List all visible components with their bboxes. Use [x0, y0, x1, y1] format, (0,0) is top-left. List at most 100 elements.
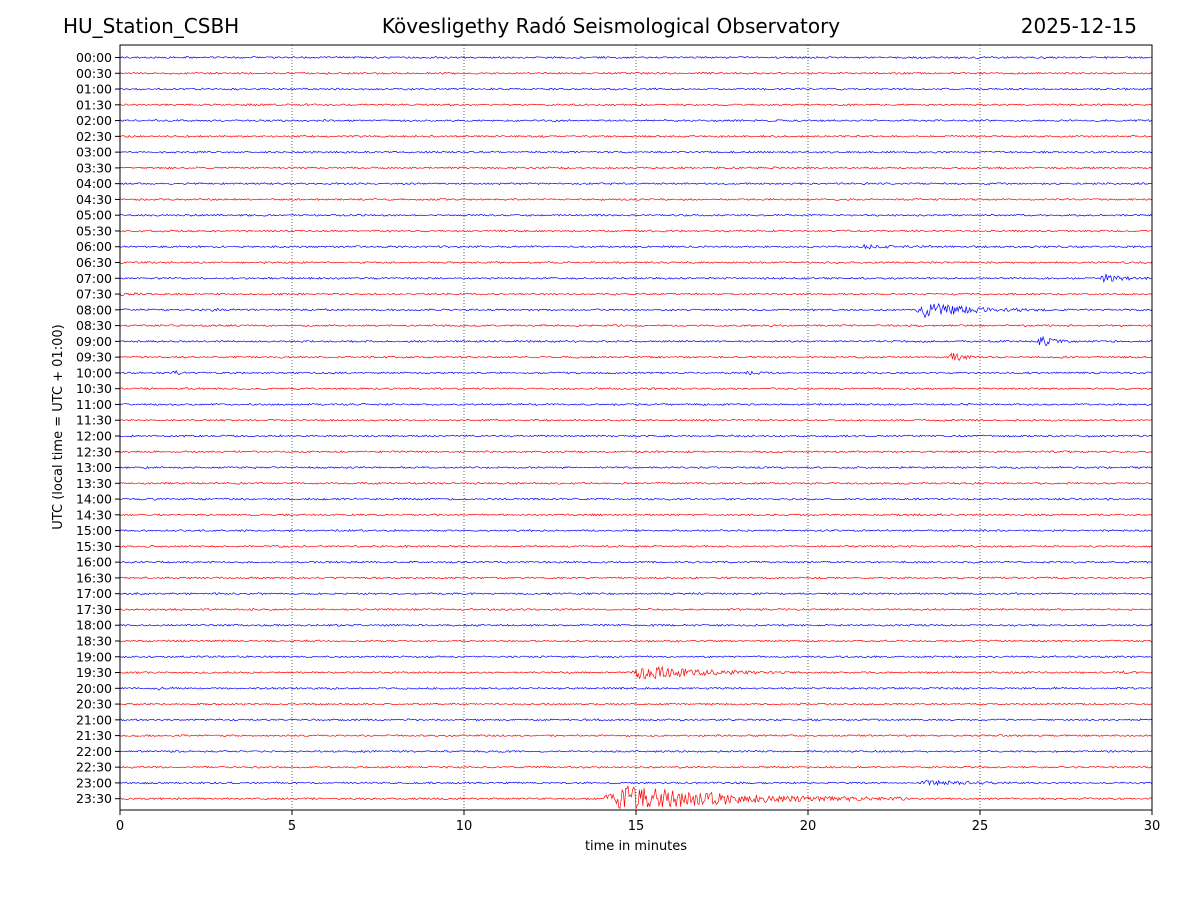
y-tick-label: 01:00 [76, 82, 112, 97]
trace-1700 [119, 592, 1153, 596]
y-tick-label: 02:00 [76, 113, 112, 128]
trace-0330 [119, 166, 1153, 170]
trace-0800 [119, 302, 1153, 319]
trace-1130 [119, 418, 1153, 422]
y-tick-label: 11:00 [76, 397, 112, 412]
trace-1900 [119, 655, 1153, 659]
trace-1100 [119, 402, 1153, 407]
y-tick-label: 13:00 [76, 460, 112, 475]
y-tick-label: 03:00 [76, 145, 112, 160]
trace-2100 [119, 718, 1153, 722]
y-tick-label: 21:30 [76, 728, 112, 743]
trace-0300 [119, 150, 1153, 154]
y-tick-label: 06:00 [76, 239, 112, 254]
trace-1430 [119, 513, 1153, 517]
trace-0630 [119, 260, 1153, 265]
y-tick-label: 03:30 [76, 160, 112, 175]
trace-0600 [120, 243, 1153, 250]
y-tick-label: 09:00 [76, 334, 112, 349]
trace-1600 [119, 560, 1152, 564]
y-tick-label: 04:30 [76, 192, 112, 207]
y-tick-label: 22:00 [76, 744, 112, 759]
trace-0900 [119, 335, 1153, 347]
trace-layer [119, 55, 1153, 810]
trace-0730 [119, 292, 1153, 296]
x-axis-label: time in minutes [585, 839, 687, 854]
y-tick-label: 01:30 [76, 97, 112, 112]
y-tick-label: 15:30 [76, 539, 112, 554]
x-tick-label: 5 [288, 819, 296, 834]
trace-1230 [119, 450, 1153, 454]
y-tick-label: 00:30 [76, 66, 112, 81]
y-tick-label: 14:30 [76, 507, 112, 522]
trace-0130 [119, 103, 1153, 107]
trace-2030 [119, 702, 1153, 706]
y-tick-label: 12:00 [76, 428, 112, 443]
grid-layer [291, 45, 981, 810]
trace-1830 [119, 639, 1153, 643]
y-tick-label: 12:30 [76, 444, 112, 459]
trace-2200 [119, 749, 1153, 753]
y-tick-label: 18:00 [76, 618, 112, 633]
trace-1530 [119, 544, 1153, 549]
y-tick-label: 08:30 [76, 318, 112, 333]
trace-2000 [119, 686, 1153, 691]
trace-2330 [119, 785, 1153, 810]
station-name: HU_Station_CSBH [63, 14, 240, 38]
y-tick-label: 05:00 [76, 208, 112, 223]
x-tick-label: 30 [1144, 819, 1161, 834]
trace-0930 [119, 352, 1153, 361]
trace-2230 [119, 765, 1153, 769]
trace-1000 [119, 370, 1152, 376]
y-tick-label: 21:00 [76, 712, 112, 727]
y-tick-label: 11:30 [76, 413, 112, 428]
date-label: 2025-12-15 [1020, 14, 1137, 38]
trace-0200 [119, 118, 1153, 123]
y-tick-label: 10:00 [76, 365, 112, 380]
x-tick-label: 10 [456, 819, 473, 834]
y-tick-label: 20:00 [76, 681, 112, 696]
trace-0030 [119, 71, 1153, 75]
y-tick-label: 23:00 [76, 775, 112, 790]
trace-0000 [119, 55, 1152, 60]
y-tick-label: 05:30 [76, 223, 112, 238]
trace-0100 [119, 87, 1153, 91]
trace-2130 [119, 734, 1153, 738]
trace-2300 [119, 779, 1153, 787]
chart-title: Kövesligethy Radó Seismological Observat… [381, 14, 841, 38]
y-tick-label: 15:00 [76, 523, 112, 538]
trace-1630 [119, 576, 1153, 580]
y-tick-label: 07:30 [76, 287, 112, 302]
trace-1300 [119, 465, 1153, 470]
trace-0830 [119, 323, 1152, 328]
y-tick-label: 00:00 [76, 50, 112, 65]
x-tick-label: 0 [116, 819, 124, 834]
y-axis-label: UTC (local time = UTC + 01:00) [51, 324, 66, 529]
y-tick-label: 16:30 [76, 570, 112, 585]
trace-0500 [119, 213, 1153, 217]
y-tick-label: 02:30 [76, 129, 112, 144]
y-tick-label: 09:30 [76, 350, 112, 365]
trace-1030 [119, 387, 1153, 391]
y-tick-label: 23:30 [76, 791, 112, 806]
y-tick-label: 18:30 [76, 633, 112, 648]
y-tick-label: 16:00 [76, 555, 112, 570]
y-tick-label: 17:30 [76, 602, 112, 617]
y-tick-label: 06:30 [76, 255, 112, 270]
y-tick-label: 19:00 [76, 649, 112, 664]
trace-1400 [120, 497, 1153, 501]
x-tick-layer: 0 5 10 15 20 25 30 [116, 810, 1160, 834]
x-tick-label: 20 [800, 819, 817, 834]
trace-0430 [119, 197, 1153, 202]
y-tick-label: 13:30 [76, 476, 112, 491]
trace-0230 [119, 134, 1153, 138]
y-tick-label: 19:30 [76, 665, 112, 680]
y-tick-label: 14:00 [76, 492, 112, 507]
x-tick-label: 15 [628, 819, 645, 834]
y-tick-label: 08:00 [76, 302, 112, 317]
trace-1930 [119, 665, 1153, 680]
y-tick-label: 17:00 [76, 586, 112, 601]
trace-1800 [119, 623, 1153, 627]
x-tick-label: 25 [972, 819, 989, 834]
